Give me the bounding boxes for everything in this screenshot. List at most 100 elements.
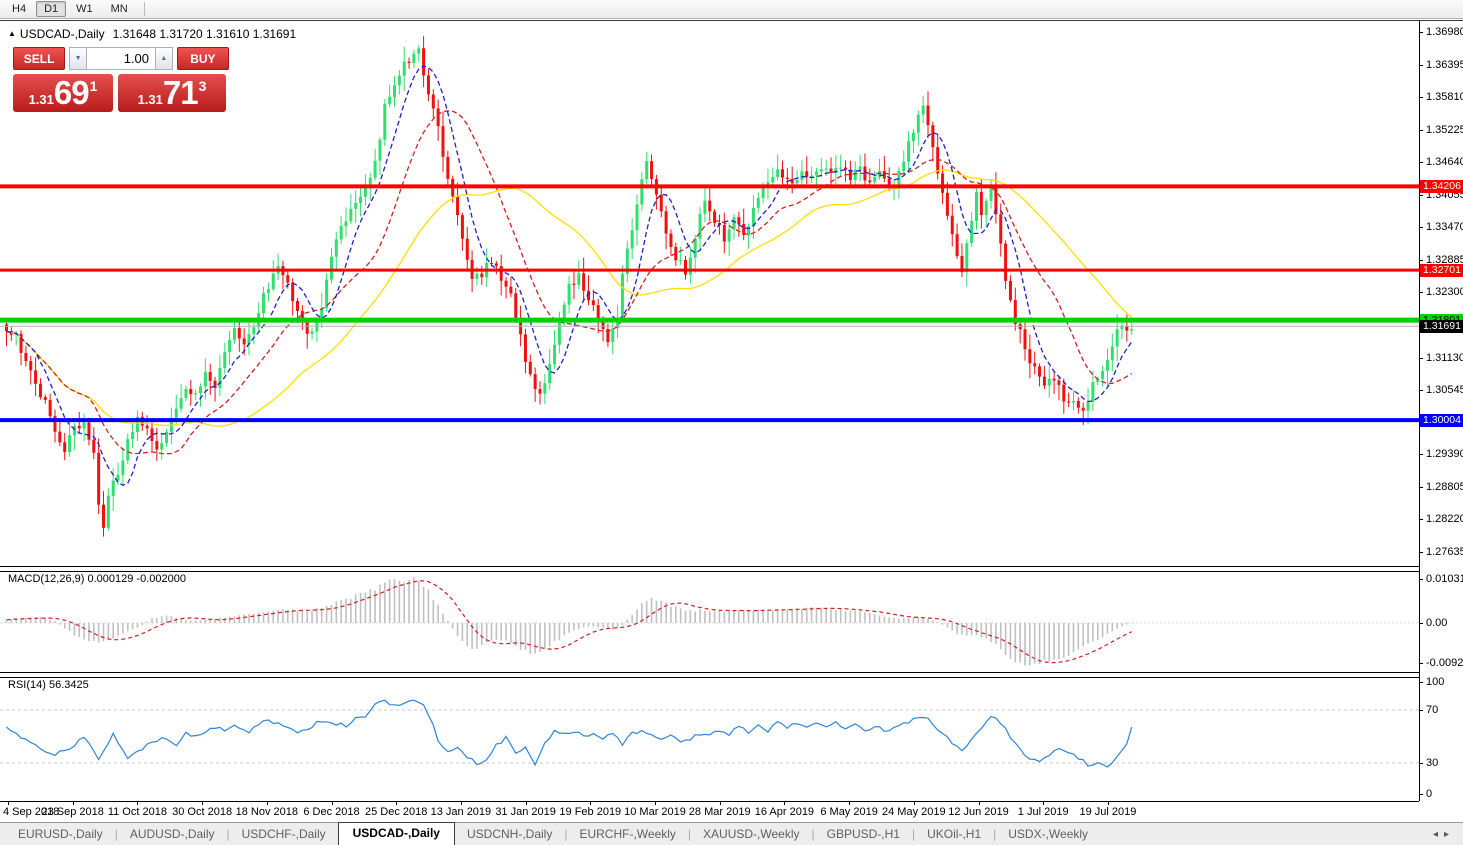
- candle-body: [941, 173, 945, 193]
- candle-body: [213, 380, 217, 388]
- candle-body: [480, 273, 484, 278]
- sell-button[interactable]: SELL: [13, 47, 66, 70]
- axis-tick: [1420, 487, 1423, 488]
- candle-body: [228, 339, 232, 353]
- candle-body: [378, 139, 382, 161]
- buy-price-prefix: 1.31: [137, 92, 163, 107]
- buy-button[interactable]: BUY: [176, 47, 229, 70]
- sell-price-main: 69: [53, 74, 90, 111]
- candle-body: [664, 211, 668, 234]
- candle-body: [1120, 325, 1124, 330]
- tab-gbpusd-h1[interactable]: GBPUSD-,H1: [826, 827, 900, 841]
- candle-body: [878, 171, 881, 178]
- candle-body: [436, 108, 440, 127]
- rsi-tick-label: 30: [1426, 757, 1439, 769]
- candle-body: [810, 175, 814, 178]
- candle-body: [616, 317, 620, 329]
- volume-decrease-button[interactable]: ▼: [69, 47, 87, 70]
- candle-body: [693, 238, 697, 258]
- price-tick-label: 1.35225: [1426, 124, 1463, 136]
- tab-ukoil-h1[interactable]: UKOil-,H1: [927, 827, 982, 841]
- tab-usdcad-daily[interactable]: USDCAD-,Daily: [337, 822, 455, 845]
- axis-tick: [1420, 65, 1423, 66]
- candle-body: [38, 383, 42, 398]
- date-tick: [331, 801, 333, 805]
- candle-body: [426, 75, 430, 95]
- tab-eurchf-weekly[interactable]: EURCHF-,Weekly: [579, 827, 676, 841]
- candle-body: [834, 168, 838, 173]
- chevron-up-icon: ▲: [160, 55, 168, 62]
- tab-usdx-weekly[interactable]: USDX-,Weekly: [1008, 827, 1089, 841]
- candle-body: [446, 156, 450, 179]
- price-tag: 1.32701: [1420, 264, 1463, 277]
- tab-audusd-daily[interactable]: AUDUSD-,Daily: [129, 827, 215, 841]
- candle-body: [1076, 400, 1080, 408]
- price-axis-line: [1419, 21, 1420, 801]
- candle-body: [781, 169, 784, 178]
- candle-body: [756, 197, 760, 208]
- timeframe-button-w1[interactable]: W1: [76, 3, 93, 15]
- candle-body: [533, 374, 537, 390]
- candle-body: [659, 194, 663, 212]
- rsi-indicator-label: RSI(14) 56.3425: [8, 679, 89, 691]
- candle-body: [587, 290, 590, 301]
- buy-price-display[interactable]: 1.31 71 3: [118, 74, 226, 112]
- candle-body: [184, 389, 188, 399]
- date-tick: [849, 801, 851, 805]
- volume-increase-button[interactable]: ▲: [155, 47, 173, 70]
- rsi-panel[interactable]: [0, 676, 1419, 800]
- candle-body: [388, 97, 392, 104]
- candle-body: [688, 257, 692, 275]
- price-tick-label: 1.31130: [1426, 352, 1463, 364]
- toolbar-separator: [143, 2, 145, 16]
- candle-body: [679, 260, 683, 262]
- candle-body: [475, 273, 479, 279]
- candle-body: [1008, 280, 1012, 301]
- candle-body: [155, 441, 159, 450]
- date-tick: [913, 801, 915, 805]
- candle-body: [296, 301, 299, 311]
- timeframe-button-h4[interactable]: H4: [12, 3, 27, 15]
- macd-panel[interactable]: [0, 570, 1419, 674]
- price-chart[interactable]: [0, 21, 1419, 566]
- axis-tick: [1420, 130, 1423, 131]
- candle-body: [1101, 370, 1105, 380]
- candle-body: [785, 177, 789, 179]
- price-axis[interactable]: 1.36980 1.36395 1.35810 1.35225 1.34640 1.340…: [1420, 21, 1463, 822]
- tab-usdcnh-daily[interactable]: USDCNH-,Daily: [466, 827, 553, 841]
- candle-body: [994, 185, 998, 215]
- candle-body: [160, 443, 164, 450]
- collapse-icon[interactable]: ▲: [8, 29, 16, 38]
- sell-price-display[interactable]: 1.31 69 1: [13, 74, 113, 112]
- candle-body: [1033, 363, 1037, 367]
- candle-body: [48, 399, 52, 417]
- ma-line-fast: [6, 65, 1133, 487]
- chevron-down-icon: ▼: [74, 55, 82, 62]
- timeframe-button-mn[interactable]: MN: [110, 3, 128, 15]
- date-tick: [655, 801, 656, 805]
- candle-body: [194, 393, 198, 395]
- timeframe-button-d1[interactable]: D1: [36, 1, 67, 17]
- candle-body: [344, 221, 348, 227]
- candle-body: [393, 85, 396, 98]
- sell-price-prefix: 1.31: [28, 92, 54, 107]
- candle-body: [1067, 401, 1071, 403]
- candle-body: [1057, 380, 1061, 385]
- candle-body: [242, 338, 246, 345]
- date-axis[interactable]: 4 Sep 2018 23 Sep 2018 11 Oct 2018 30 Oct 2…: [0, 801, 1419, 823]
- ma-line-medium: [6, 110, 1133, 455]
- tab-usdchf-daily[interactable]: USDCHF-,Daily: [241, 827, 326, 841]
- panel-separator[interactable]: [0, 672, 1419, 678]
- tab-separator: |: [114, 827, 118, 841]
- candle-body: [844, 167, 848, 170]
- tab-xauusd-weekly[interactable]: XAUUSD-,Weekly: [703, 827, 800, 841]
- candle-body: [645, 161, 649, 180]
- tab-scroll-arrows[interactable]: ◂▸: [1432, 829, 1455, 840]
- candle-body: [514, 293, 518, 320]
- panel-separator[interactable]: [0, 566, 1419, 572]
- date-tick: [525, 801, 527, 805]
- tab-eurusd-daily[interactable]: EURUSD-,Daily: [18, 827, 103, 841]
- date-label: 1 Jul 2019: [1017, 806, 1069, 818]
- candle-body: [557, 320, 561, 345]
- volume-input[interactable]: [87, 47, 155, 70]
